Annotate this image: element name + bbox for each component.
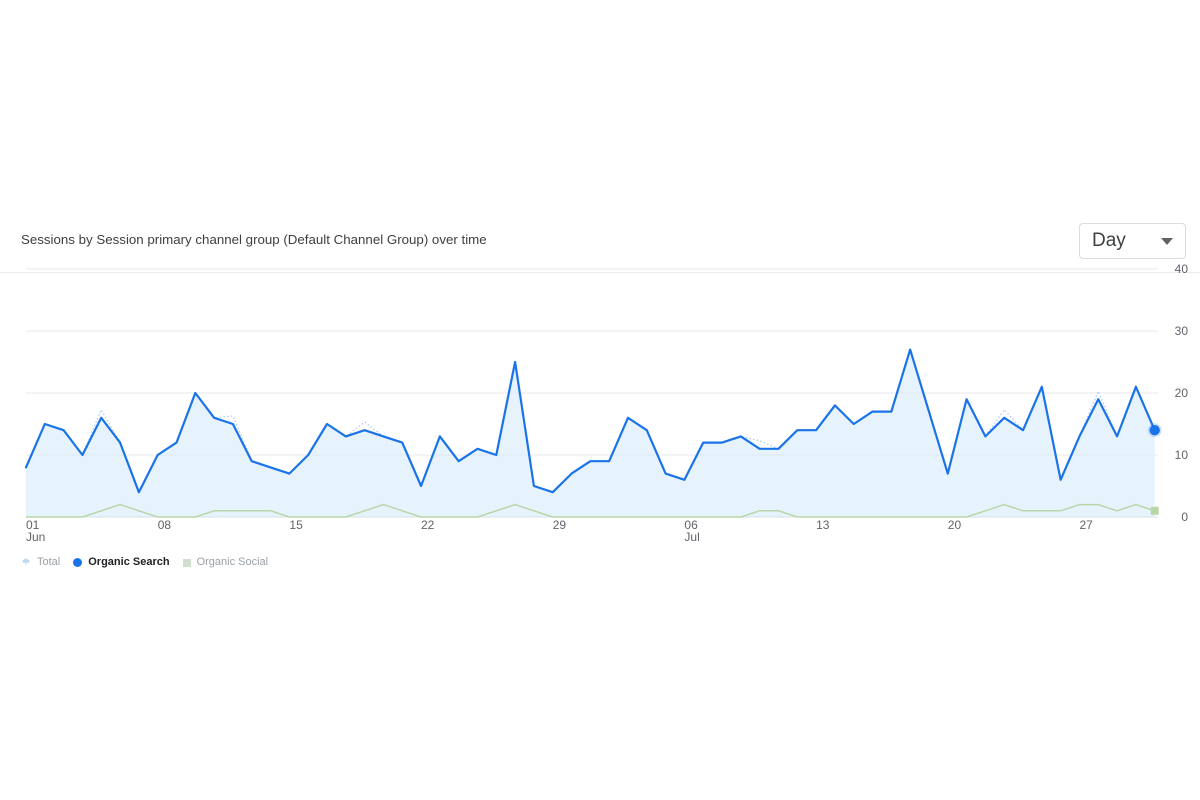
svg-text:15: 15	[289, 518, 303, 532]
svg-text:40: 40	[1175, 262, 1189, 276]
svg-text:29: 29	[553, 518, 567, 532]
svg-text:Jul: Jul	[684, 530, 699, 544]
svg-text:08: 08	[158, 518, 172, 532]
svg-text:13: 13	[816, 518, 830, 532]
svg-text:10: 10	[1175, 448, 1189, 462]
svg-text:27: 27	[1080, 518, 1094, 532]
svg-text:20: 20	[1175, 386, 1189, 400]
svg-text:22: 22	[421, 518, 435, 532]
svg-text:0: 0	[1181, 510, 1188, 524]
svg-text:20: 20	[948, 518, 962, 532]
svg-text:30: 30	[1175, 324, 1189, 338]
svg-text:Jun: Jun	[26, 530, 45, 544]
